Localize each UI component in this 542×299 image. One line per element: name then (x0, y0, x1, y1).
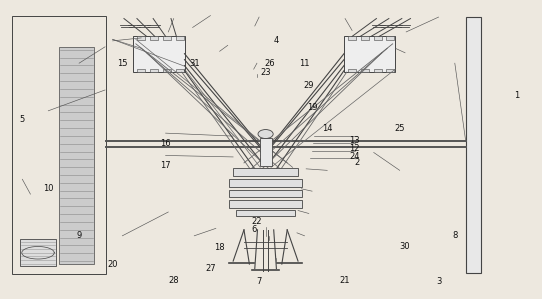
Text: 31: 31 (189, 59, 199, 68)
Bar (386, 68, 395, 72)
Text: 2: 2 (355, 158, 360, 167)
Bar (386, 36, 395, 40)
Text: 6: 6 (251, 225, 256, 234)
Text: 9: 9 (76, 231, 82, 240)
Text: 23: 23 (260, 68, 271, 77)
Text: 11: 11 (299, 59, 310, 68)
Bar (344, 36, 395, 72)
Text: 30: 30 (400, 242, 410, 251)
Text: 4: 4 (274, 36, 279, 45)
Text: 19: 19 (307, 103, 317, 112)
Text: 13: 13 (350, 136, 360, 145)
Text: 18: 18 (214, 243, 225, 252)
Text: 24: 24 (350, 152, 360, 161)
Text: 20: 20 (107, 260, 118, 269)
Bar (348, 68, 356, 72)
Text: 22: 22 (251, 217, 262, 226)
Text: 8: 8 (452, 231, 457, 240)
Bar (163, 68, 171, 72)
Text: 15: 15 (117, 59, 127, 68)
Text: 12: 12 (350, 144, 360, 152)
Bar (176, 68, 184, 72)
Bar (373, 68, 382, 72)
Text: 16: 16 (160, 139, 171, 148)
Bar (466, 17, 481, 273)
Bar (229, 190, 302, 197)
Bar (150, 36, 158, 40)
Text: 17: 17 (160, 161, 171, 170)
Bar (137, 36, 145, 40)
Ellipse shape (258, 129, 273, 138)
Bar (11, 16, 106, 274)
Text: 5: 5 (20, 115, 25, 124)
Text: 26: 26 (264, 59, 275, 68)
Text: 10: 10 (43, 184, 54, 193)
Bar (150, 68, 158, 72)
Bar (229, 179, 302, 187)
Text: 14: 14 (322, 124, 332, 133)
Bar (260, 138, 272, 166)
Text: 25: 25 (395, 124, 405, 133)
Bar (20, 239, 56, 266)
Bar (236, 210, 295, 216)
Text: 7: 7 (256, 277, 262, 286)
Bar (373, 36, 382, 40)
Bar (229, 200, 302, 208)
Text: 28: 28 (169, 276, 179, 285)
Bar (233, 168, 298, 176)
Text: 3: 3 (436, 277, 441, 286)
Text: 21: 21 (340, 276, 350, 285)
Bar (176, 36, 184, 40)
Bar (163, 36, 171, 40)
Bar (360, 68, 369, 72)
Bar (360, 36, 369, 40)
Bar (133, 36, 184, 72)
Bar (137, 68, 145, 72)
Text: 1: 1 (514, 91, 520, 100)
Bar (59, 47, 94, 264)
Text: 29: 29 (304, 81, 314, 90)
Text: 27: 27 (205, 264, 216, 273)
Bar (348, 36, 356, 40)
